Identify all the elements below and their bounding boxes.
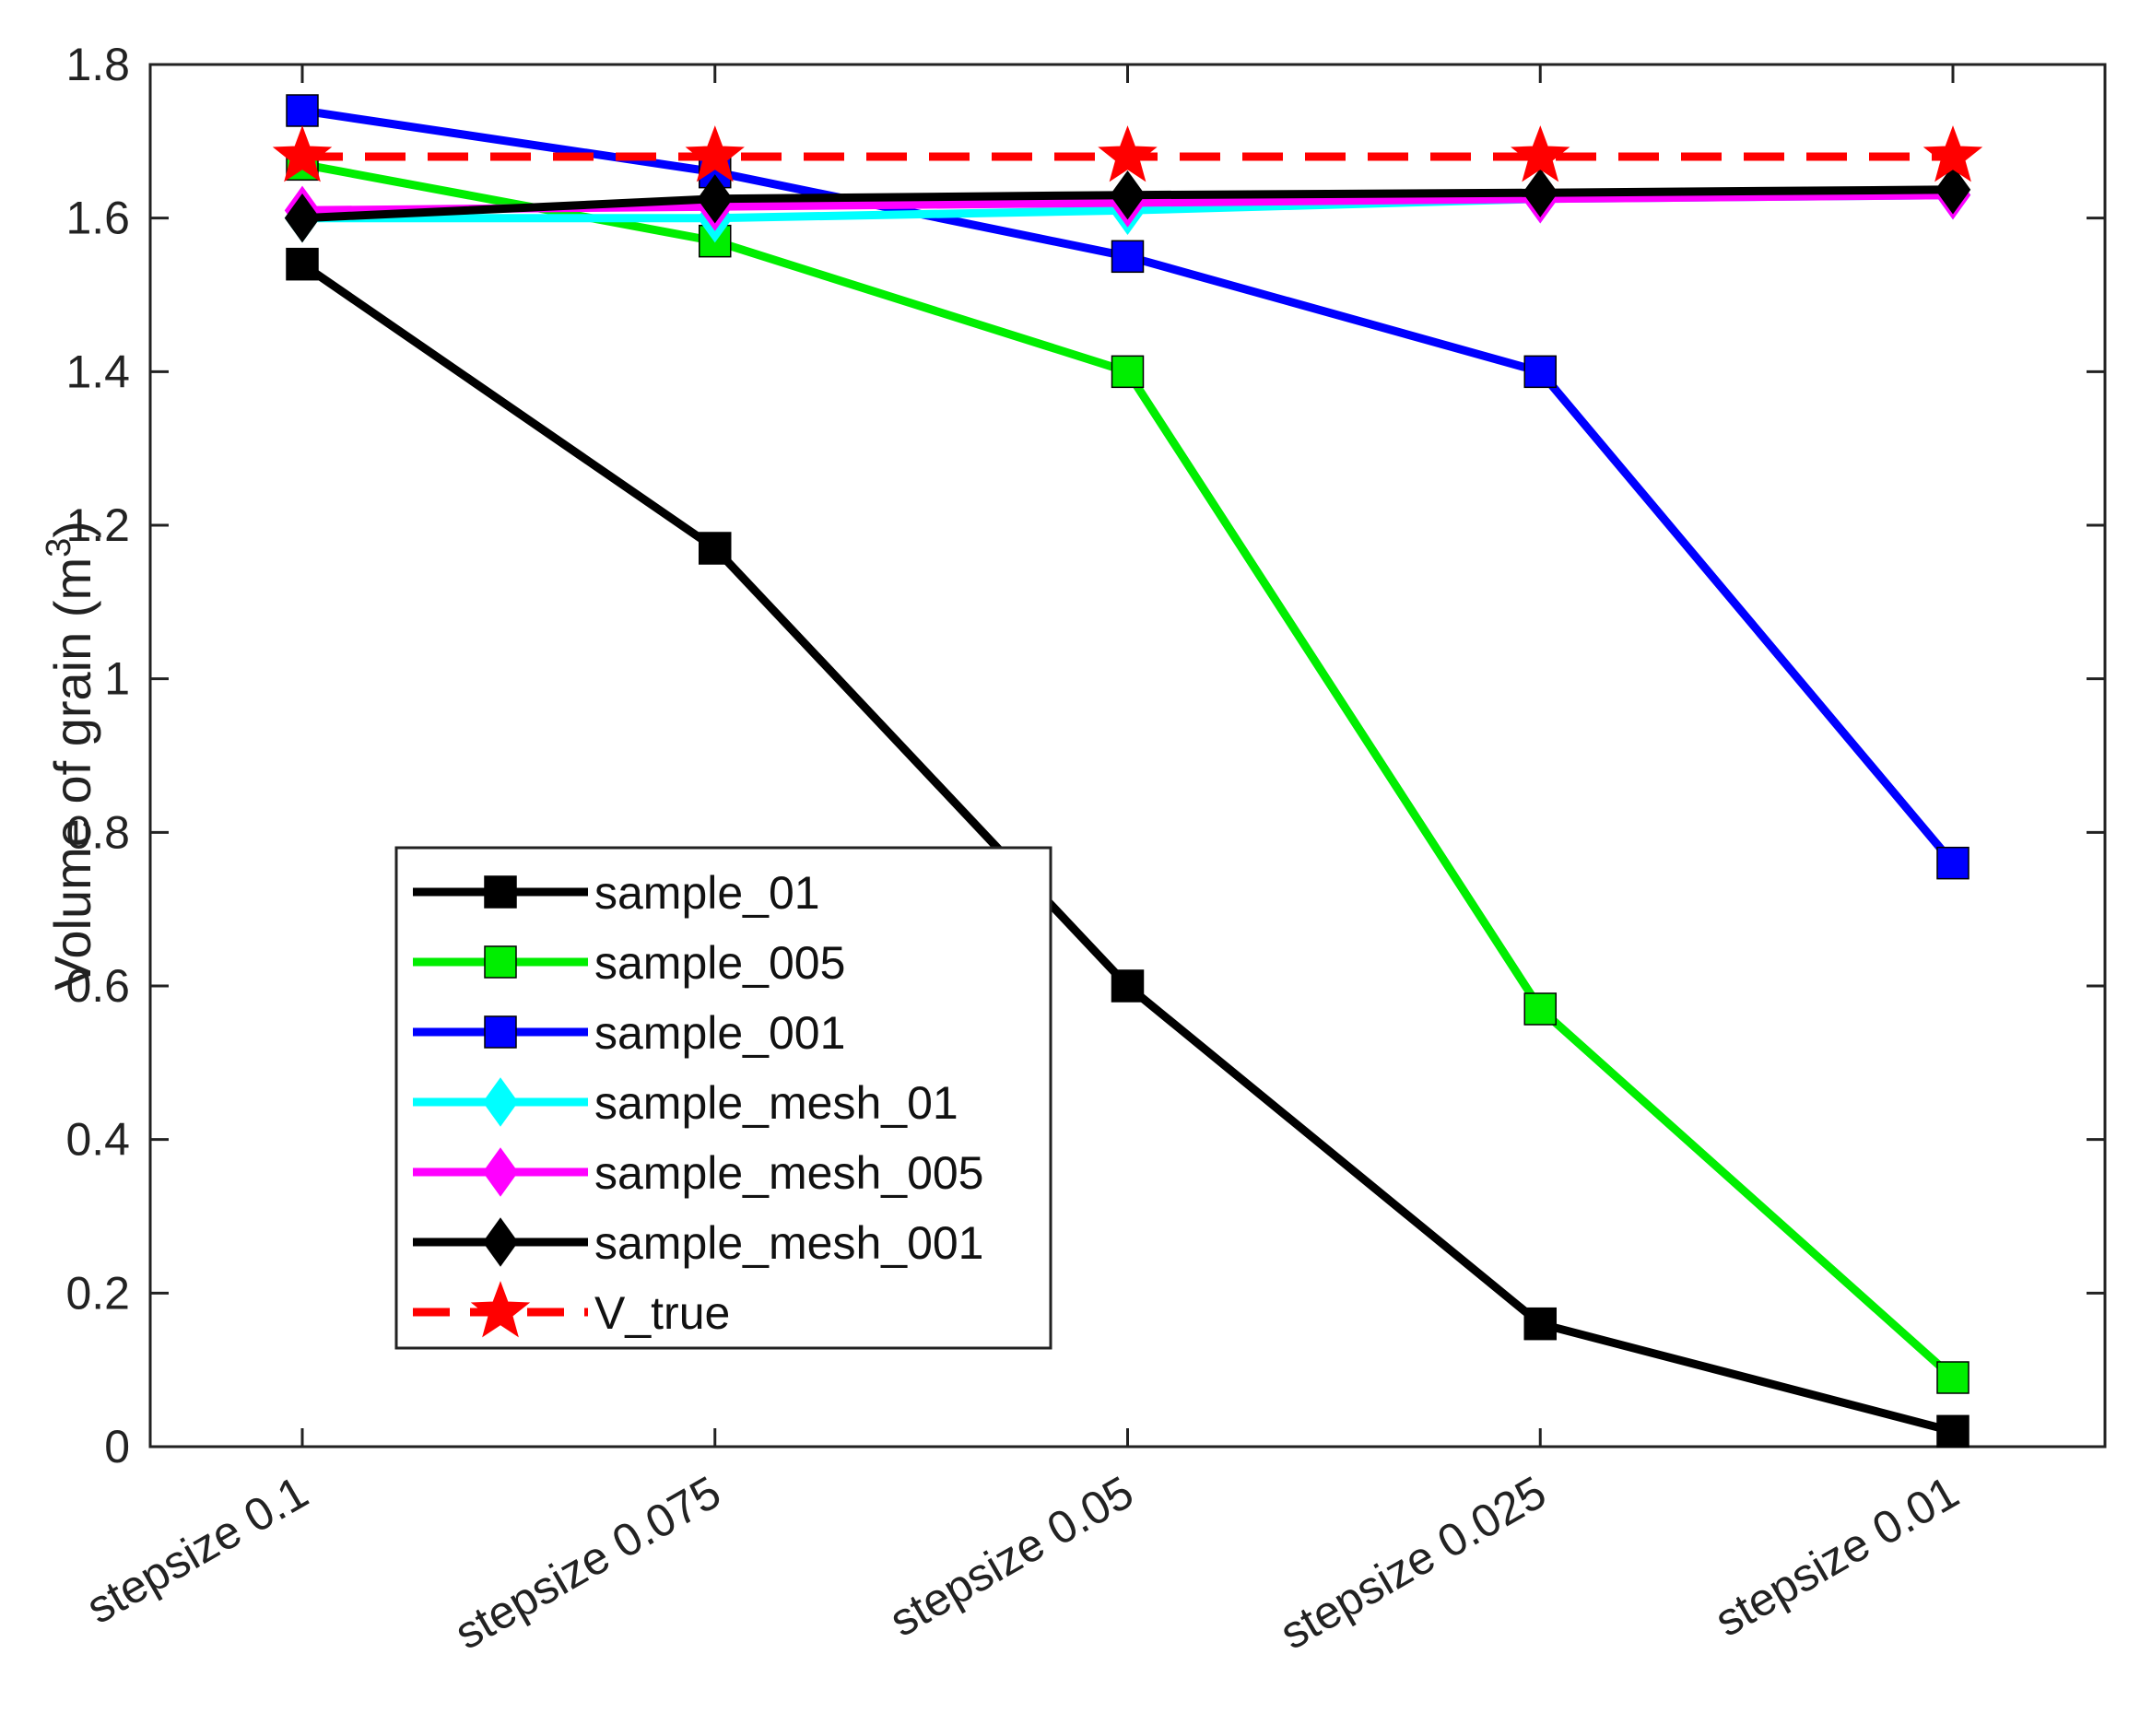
y-tick-label: 0.6	[65, 960, 130, 1012]
data-point-sample-01	[286, 247, 319, 281]
y-tick-label: 0	[104, 1421, 130, 1472]
data-point-sample-01	[1936, 1414, 1970, 1449]
data-point-sample-01	[1523, 1307, 1557, 1341]
data-point-v-true	[272, 125, 333, 182]
y-axis-label: Volume of grain (m3)	[40, 521, 101, 991]
y-tick-label: 0.2	[65, 1267, 130, 1319]
data-point-sample-mesh-001	[1934, 165, 1971, 215]
legend-swatch-marker	[484, 945, 517, 979]
data-point-sample-001	[1111, 240, 1145, 274]
legend-label: sample_001	[594, 1007, 845, 1059]
legend-swatch-marker	[482, 1217, 519, 1267]
y-tick-label: 0.4	[65, 1114, 130, 1166]
data-point-sample-001	[286, 94, 319, 127]
data-point-sample-005	[1936, 1361, 1970, 1394]
legend-label: sample_mesh_01	[594, 1077, 958, 1129]
data-point-sample-mesh-001	[284, 193, 321, 243]
legend-label: V_true	[594, 1287, 730, 1339]
series-sample-001	[286, 94, 1970, 880]
data-point-sample-001	[1936, 846, 1970, 880]
data-point-v-true	[1922, 125, 1983, 182]
data-point-sample-mesh-001	[1523, 168, 1558, 217]
series-lines	[272, 94, 1983, 1449]
data-point-v-true	[685, 125, 745, 182]
legend-swatch-marker	[482, 1147, 519, 1197]
data-point-v-true	[1098, 125, 1158, 182]
legend-swatch-marker	[470, 1281, 531, 1338]
legend-item-sample-mesh-005: sample_mesh_005	[413, 1147, 984, 1199]
legend-item-sample-001: sample_001	[413, 1007, 845, 1059]
legend-swatch-marker	[484, 875, 517, 909]
legend-item-sample-01: sample_01	[413, 867, 820, 919]
data-point-sample-01	[699, 532, 732, 565]
data-point-sample-01	[1111, 969, 1145, 1003]
y-tick-label: 1.6	[65, 193, 130, 244]
legend-item-sample-mesh-01: sample_mesh_01	[413, 1077, 958, 1129]
legend-label: sample_005	[594, 937, 845, 989]
series-v-true	[272, 125, 1983, 182]
series-sample-01	[286, 247, 1970, 1449]
legend-item-v-true: V_true	[413, 1281, 730, 1339]
y-tick-label: 1	[104, 653, 130, 705]
data-point-v-true	[1511, 125, 1570, 182]
legend-label: sample_mesh_001	[594, 1217, 984, 1269]
legend-item-sample-005: sample_005	[413, 937, 845, 989]
data-point-sample-005	[1523, 992, 1557, 1026]
data-point-sample-001	[1523, 355, 1557, 389]
data-point-sample-mesh-001	[697, 174, 733, 224]
legend-item-sample-mesh-001: sample_mesh_001	[413, 1217, 984, 1269]
y-tick-label: 0.8	[65, 806, 130, 858]
legend-swatch-marker	[482, 1077, 519, 1127]
legend-label: sample_mesh_005	[594, 1147, 984, 1199]
series-sample-mesh-001	[284, 165, 1971, 243]
legend-swatch-marker	[484, 1015, 517, 1049]
y-tick-label: 1.8	[65, 39, 130, 90]
legend-label: sample_01	[594, 867, 820, 919]
y-tick-label: 1.4	[65, 346, 130, 397]
data-point-sample-mesh-001	[1110, 170, 1146, 220]
y-tick-label: 1.2	[65, 499, 130, 551]
data-point-sample-005	[1111, 355, 1145, 389]
legend: sample_01 sample_005 sample_001 sample_mesh…	[394, 846, 1052, 1350]
